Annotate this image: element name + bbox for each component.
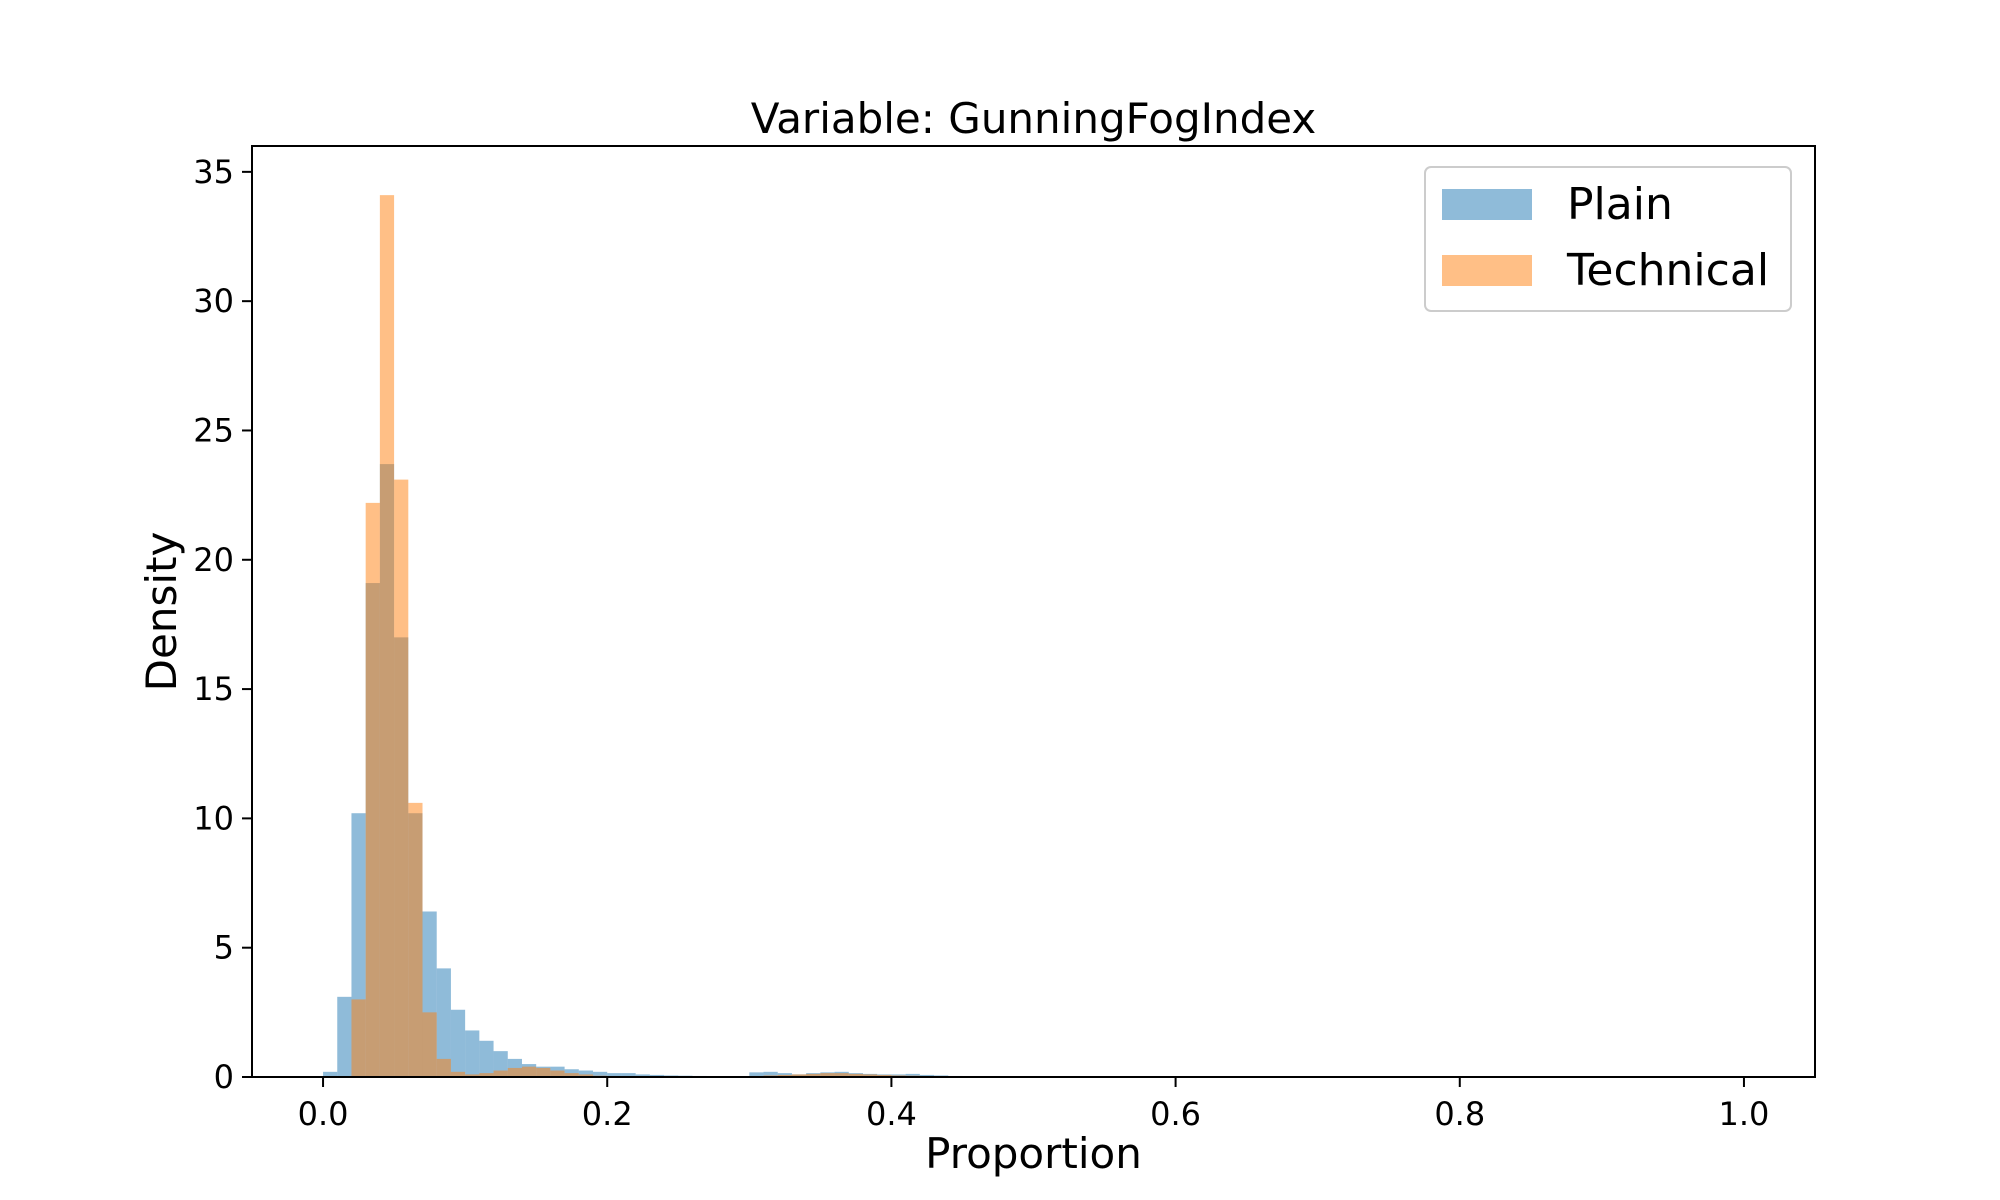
bar-technical-7 bbox=[422, 1012, 437, 1077]
bar-technical-14 bbox=[521, 1066, 537, 1077]
x-axis: 0.0 0.2 0.4 0.6 0.8 1.0 bbox=[298, 1077, 1770, 1133]
bar-technical-9 bbox=[450, 1071, 466, 1077]
legend-swatch-technical bbox=[1442, 255, 1532, 286]
bar-plain-23 bbox=[649, 1074, 665, 1077]
bar-plain-1 bbox=[337, 996, 352, 1077]
bar-technical-13 bbox=[507, 1067, 522, 1077]
y-tick-label: 5 bbox=[214, 929, 234, 967]
x-tick-label: 0.0 bbox=[298, 1095, 349, 1133]
legend: Plain Technical bbox=[1424, 166, 1792, 312]
bar-plain-11 bbox=[479, 1040, 494, 1077]
bar-technical-12 bbox=[493, 1070, 508, 1077]
bar-plain-8 bbox=[436, 968, 451, 1077]
y-tick-label: 25 bbox=[193, 411, 234, 449]
bar-plain-22 bbox=[635, 1074, 650, 1077]
bar-technical-36 bbox=[834, 1073, 849, 1077]
legend-label-plain: Plain bbox=[1567, 179, 1673, 230]
bar-technical-4 bbox=[379, 195, 395, 1077]
bar-plain-19 bbox=[593, 1071, 608, 1077]
bar-technical-8 bbox=[436, 1058, 451, 1077]
y-tick-label: 20 bbox=[193, 541, 234, 579]
bar-technical-15 bbox=[536, 1067, 551, 1077]
bar-plain-41 bbox=[905, 1073, 920, 1077]
bar-technical-2 bbox=[351, 999, 366, 1077]
bar-plain-20 bbox=[607, 1073, 622, 1077]
legend-label-technical: Technical bbox=[1566, 245, 1769, 296]
x-tick-label: 0.2 bbox=[582, 1095, 633, 1133]
bar-technical-39 bbox=[877, 1074, 892, 1077]
series-technical-bars bbox=[351, 195, 1006, 1078]
bar-technical-34 bbox=[806, 1073, 821, 1077]
series-plain-bars bbox=[323, 464, 1006, 1077]
y-axis: 0 5 10 15 20 25 30 35 bbox=[193, 153, 252, 1096]
bar-technical-5 bbox=[394, 479, 409, 1077]
x-tick-label: 0.6 bbox=[1150, 1095, 1201, 1133]
y-tick-label: 30 bbox=[193, 282, 234, 320]
bar-plain-31 bbox=[763, 1071, 778, 1077]
bar-technical-3 bbox=[365, 502, 380, 1078]
bar-technical-10 bbox=[465, 1074, 480, 1077]
y-tick-label: 10 bbox=[193, 799, 234, 837]
bar-technical-35 bbox=[820, 1073, 835, 1077]
y-tick-label: 15 bbox=[193, 670, 234, 708]
plot-area-frame bbox=[251, 145, 1816, 1078]
y-tick-label: 35 bbox=[193, 153, 234, 191]
x-tick-label: 0.8 bbox=[1434, 1095, 1485, 1133]
bar-plain-0 bbox=[323, 1071, 338, 1077]
bar-technical-17 bbox=[564, 1073, 579, 1077]
bar-technical-37 bbox=[848, 1073, 863, 1077]
bar-technical-18 bbox=[578, 1074, 594, 1077]
bar-technical-38 bbox=[862, 1074, 878, 1077]
bar-technical-6 bbox=[408, 802, 423, 1077]
legend-swatch-plain bbox=[1442, 189, 1532, 220]
chart-title: Variable: GunningFogIndex bbox=[751, 94, 1317, 143]
bar-plain-18 bbox=[578, 1070, 594, 1077]
x-axis-label: Proportion bbox=[925, 1129, 1142, 1178]
bar-plain-10 bbox=[465, 1030, 480, 1077]
bar-plain-9 bbox=[450, 1009, 466, 1077]
bar-plain-21 bbox=[621, 1073, 636, 1077]
bar-technical-11 bbox=[479, 1073, 494, 1077]
bar-plain-30 bbox=[749, 1072, 764, 1077]
bar-technical-32 bbox=[777, 1074, 792, 1077]
y-tick-label: 0 bbox=[214, 1058, 234, 1096]
y-axis-label: Density bbox=[137, 532, 186, 692]
bar-technical-16 bbox=[550, 1070, 565, 1077]
x-tick-label: 1.0 bbox=[1719, 1095, 1770, 1133]
bar-technical-33 bbox=[791, 1074, 807, 1077]
x-tick-label: 0.4 bbox=[866, 1095, 917, 1133]
